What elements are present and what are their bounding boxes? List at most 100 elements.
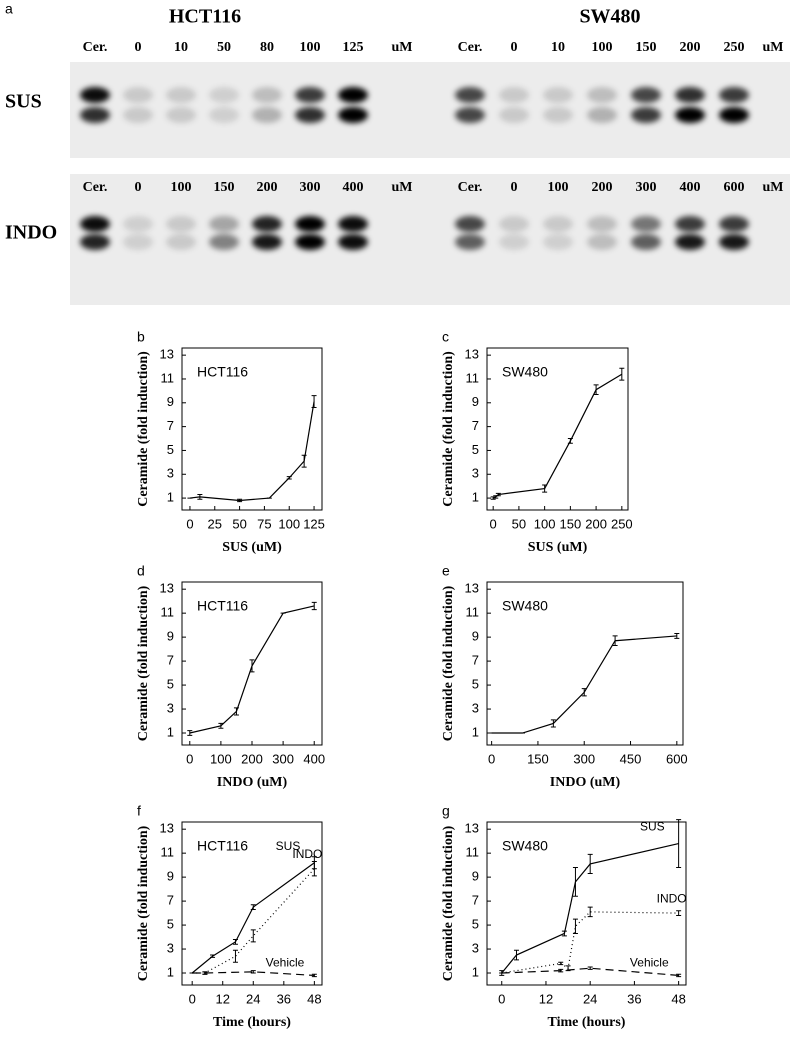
y-tick-label: 11 [161, 370, 175, 385]
series-label: SUS [640, 820, 665, 834]
error-bar [572, 918, 578, 934]
series-label: INDO [657, 891, 687, 905]
y-tick-label: 11 [161, 845, 175, 860]
lane-label: 100 [548, 180, 569, 195]
gel-band [587, 87, 617, 103]
data-line [192, 971, 315, 977]
annotation: SW480 [502, 598, 548, 614]
unit-label: uM [763, 180, 784, 195]
gel-band [719, 234, 749, 250]
x-axis-label: SUS (uM) [222, 540, 282, 555]
x-axis-label: Time (hours) [548, 1015, 626, 1030]
error-bar [587, 906, 593, 918]
gel-band [675, 234, 705, 250]
drug-label: SUS [5, 91, 42, 113]
lane-label: Cer. [83, 180, 108, 195]
x-tick-label: 12 [215, 991, 229, 1006]
error-bar [513, 949, 519, 961]
y-axis-label: Ceramide (fold induction) [136, 825, 151, 981]
gel-band [499, 216, 529, 232]
y-tick-label: 1 [167, 964, 174, 979]
panel-label: f [137, 803, 141, 819]
lane-label: 100 [300, 40, 321, 55]
lane-label: 400 [680, 180, 701, 195]
unit-label: uM [392, 40, 413, 55]
gel-band [166, 87, 196, 103]
y-tick-label: 3 [472, 940, 479, 955]
gel-band [295, 234, 325, 250]
x-tick-label: 0 [498, 991, 505, 1006]
y-tick-label: 13 [160, 347, 174, 362]
gel-band [123, 107, 153, 123]
error-bar [561, 930, 567, 937]
gel-band [209, 234, 239, 250]
gel-band [587, 234, 617, 250]
gel-band [209, 107, 239, 123]
gel-band [455, 216, 485, 232]
gel-band [499, 87, 529, 103]
error-bar [218, 722, 224, 729]
gel-band [338, 234, 368, 250]
y-tick-label: 5 [472, 917, 479, 932]
y-tick-label: 5 [167, 677, 174, 692]
y-tick-label: 1 [472, 964, 479, 979]
x-tick-label: 150 [560, 516, 582, 531]
gel-band [252, 87, 282, 103]
y-tick-label: 11 [161, 605, 175, 620]
lane-label: 100 [171, 180, 192, 195]
y-axis-label: Ceramide (fold induction) [441, 825, 456, 981]
gel-band [123, 234, 153, 250]
y-tick-label: 7 [167, 893, 174, 908]
data-line [501, 967, 679, 977]
y-tick-label: 13 [465, 347, 479, 362]
lane-label: Cer. [458, 40, 483, 55]
gel-band [252, 234, 282, 250]
lane-label: 10 [551, 40, 565, 55]
x-axis-label: INDO (uM) [550, 775, 621, 790]
error-bar [187, 730, 193, 736]
x-tick-label: 50 [232, 516, 246, 531]
gel-band [295, 107, 325, 123]
error-bar [581, 688, 587, 697]
series-label: Vehicle [630, 956, 669, 970]
error-bar [676, 973, 682, 978]
error-bar [232, 938, 238, 945]
gel-band [209, 87, 239, 103]
lane-label: 100 [592, 40, 613, 55]
panel-label: a [5, 1, 13, 17]
y-tick-label: 3 [167, 940, 174, 955]
data-line [501, 842, 679, 974]
annotation: SW480 [502, 838, 548, 854]
x-tick-label: 75 [257, 516, 271, 531]
lane-label: 300 [636, 180, 657, 195]
panel-label: g [442, 803, 450, 819]
lane-label: 200 [680, 40, 701, 55]
x-tick-label: 600 [666, 751, 688, 766]
x-axis-label: Time (hours) [213, 1015, 291, 1030]
gel-band [587, 107, 617, 123]
error-bar [311, 973, 317, 978]
lane-label: 300 [300, 180, 321, 195]
x-tick-label: 450 [620, 751, 642, 766]
error-bar [250, 929, 256, 943]
gel-band [123, 216, 153, 232]
gel-band [80, 87, 110, 103]
x-tick-label: 36 [627, 991, 641, 1006]
gel-band [719, 87, 749, 103]
y-axis-label: Ceramide (fold induction) [136, 585, 151, 741]
x-tick-label: 48 [307, 991, 321, 1006]
error-bar [232, 949, 238, 963]
x-tick-label: 0 [189, 991, 196, 1006]
annotation: HCT116 [197, 598, 248, 614]
y-tick-label: 11 [466, 605, 480, 620]
error-bar [567, 438, 573, 444]
x-tick-label: 24 [583, 991, 597, 1006]
error-bar [250, 904, 256, 910]
error-bar [311, 861, 317, 877]
y-tick-label: 1 [472, 724, 479, 739]
x-tick-label: 100 [278, 516, 300, 531]
y-tick-label: 5 [167, 917, 174, 932]
gel-band [123, 87, 153, 103]
